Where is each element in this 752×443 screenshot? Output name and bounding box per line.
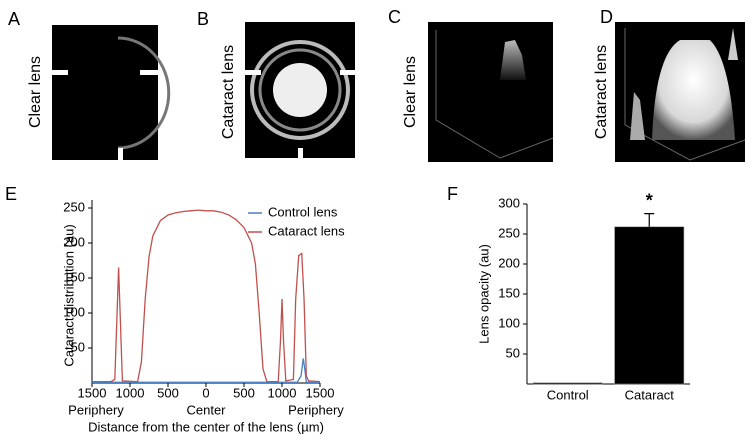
panel-letter: E [5,184,17,204]
panel-letter: B [197,9,209,29]
error-bar [644,213,655,227]
image-d [615,22,746,162]
y-axis-title: Lens opacity (au) [476,244,491,344]
y-tick-label: 200 [63,234,85,249]
x-tick-label: 1500 [306,385,335,400]
legend-label: Control lens [268,204,338,219]
panel-label: Cataract lens [220,45,237,139]
y-tick-label: 100 [498,315,520,330]
x-tick-label: 1000 [116,385,145,400]
image-b [245,22,355,158]
panel-label: Cataract lens [593,45,610,139]
legend-label: Cataract lens [268,223,345,238]
panel-letter: F [447,184,458,204]
bar [614,226,685,385]
x-annotation: Periphery [288,402,344,417]
y-tick-label: 150 [63,269,85,284]
data-line [92,358,320,383]
panel-label: Clear lens [27,56,44,128]
image-c [428,22,554,162]
panel-labels: A Clear lens B Cataract lens C Clear len… [5,7,613,204]
bar [532,382,603,385]
x-tick-label: 1000 [268,385,297,400]
panel-letter: A [8,9,20,29]
x-annotation: Center [186,402,226,417]
x-tick-label: Control [547,387,589,402]
x-axis-title: Distance from the center of the lens (µm… [88,419,324,434]
x-tick-label: 500 [157,385,179,400]
y-tick-label: 300 [498,195,520,210]
panel-label: Clear lens [402,56,419,128]
image-a [52,25,171,160]
x-tick-label: 1500 [78,385,107,400]
y-tick-label: 100 [63,304,85,319]
panel-letter: C [388,7,401,27]
x-annotation: Periphery [68,402,124,417]
panel-letter: D [600,7,613,27]
y-tick-label: 50 [506,345,520,360]
x-tick-label: Cataract [625,387,675,402]
significance-mark: * [646,190,653,210]
x-tick-label: 500 [233,385,255,400]
data-line [92,209,321,383]
x-tick-label: 0 [202,385,209,400]
y-tick-label: 200 [498,255,520,270]
y-tick-label: 150 [498,285,520,300]
y-axis-title: Cataract distribution (au) [61,224,76,366]
y-tick-label: 250 [498,225,520,240]
y-tick-label: 50 [71,339,85,354]
y-tick-label: 250 [63,199,85,214]
